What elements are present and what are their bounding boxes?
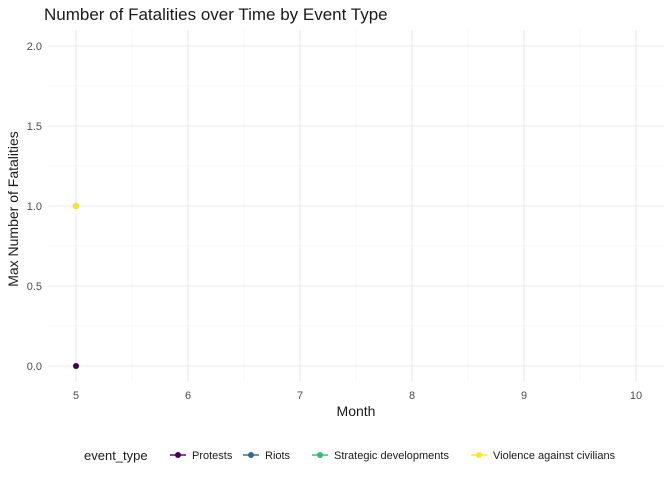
y-tick-label: 0.0 <box>27 361 42 373</box>
grid <box>48 30 664 382</box>
legend-item: Riots <box>243 450 291 462</box>
y-tick-label: 1.5 <box>27 121 42 133</box>
y-tick-label: 0.5 <box>27 281 42 293</box>
legend-key-point <box>317 452 323 458</box>
legend-key-point <box>175 452 181 458</box>
y-tick-label: 1.0 <box>27 201 42 213</box>
chart-title: Number of Fatalities over Time by Event … <box>44 5 388 24</box>
legend-label: Strategic developments <box>334 450 449 462</box>
legend-item: Strategic developments <box>312 450 449 462</box>
x-tick-label: 9 <box>521 390 527 402</box>
data-point <box>72 362 80 370</box>
plot-area <box>72 202 80 370</box>
x-tick-label: 8 <box>409 390 415 402</box>
x-axis-title: Month <box>337 403 376 419</box>
legend-key-point <box>248 452 254 458</box>
legend-title: event_type <box>84 448 148 463</box>
y-axis: 0.0 0.5 1.0 1.5 2.0 <box>27 41 42 373</box>
legend-item: Violence against civilians <box>471 450 616 462</box>
x-axis: 5 6 7 8 9 10 <box>73 390 642 402</box>
legend-key-point <box>476 452 482 458</box>
data-point <box>72 202 80 210</box>
x-tick-label: 6 <box>185 390 191 402</box>
legend-item: Protests <box>170 450 233 462</box>
y-tick-label: 2.0 <box>27 41 42 53</box>
legend-label: Violence against civilians <box>493 450 616 462</box>
x-tick-label: 7 <box>297 390 303 402</box>
x-tick-label: 10 <box>630 390 642 402</box>
y-axis-title: Max Number of Fatalities <box>5 131 21 287</box>
legend: event_type Protests Riots Strategic develo… <box>84 448 616 463</box>
legend-label: Protests <box>192 450 233 462</box>
legend-label: Riots <box>265 450 291 462</box>
x-tick-label: 5 <box>73 390 79 402</box>
